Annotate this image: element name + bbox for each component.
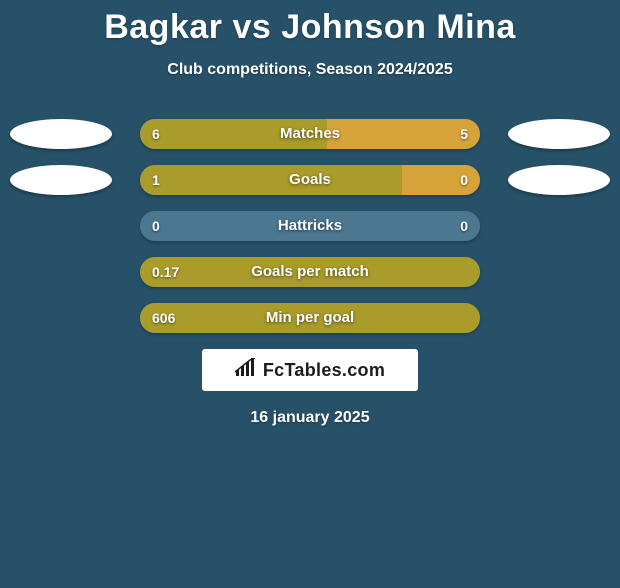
brand-box: FcTables.com [202,349,418,391]
page-title: Bagkar vs Johnson Mina [0,8,620,47]
metric-row: 10Goals [0,165,620,195]
metric-row: 606Min per goal [0,303,620,333]
metric-row: 65Matches [0,119,620,149]
metric-label: Goals [140,165,480,195]
brand-text: FcTables.com [263,360,385,381]
subtitle: Club competitions, Season 2024/2025 [0,61,620,79]
metric-label: Min per goal [140,303,480,333]
player2-badge [508,165,610,195]
player1-badge [10,165,112,195]
metric-label: Hattricks [140,211,480,241]
metric-row: 00Hattricks [0,211,620,241]
player2-badge [508,119,610,149]
bar-chart-icon [235,358,257,383]
date-text: 16 january 2025 [0,409,620,427]
metric-label: Goals per match [140,257,480,287]
player1-badge [10,119,112,149]
metric-label: Matches [140,119,480,149]
metrics-container: 65Matches 10Goals 00Hattricks 0.17Goals per… [0,119,620,333]
metric-row: 0.17Goals per match [0,257,620,287]
